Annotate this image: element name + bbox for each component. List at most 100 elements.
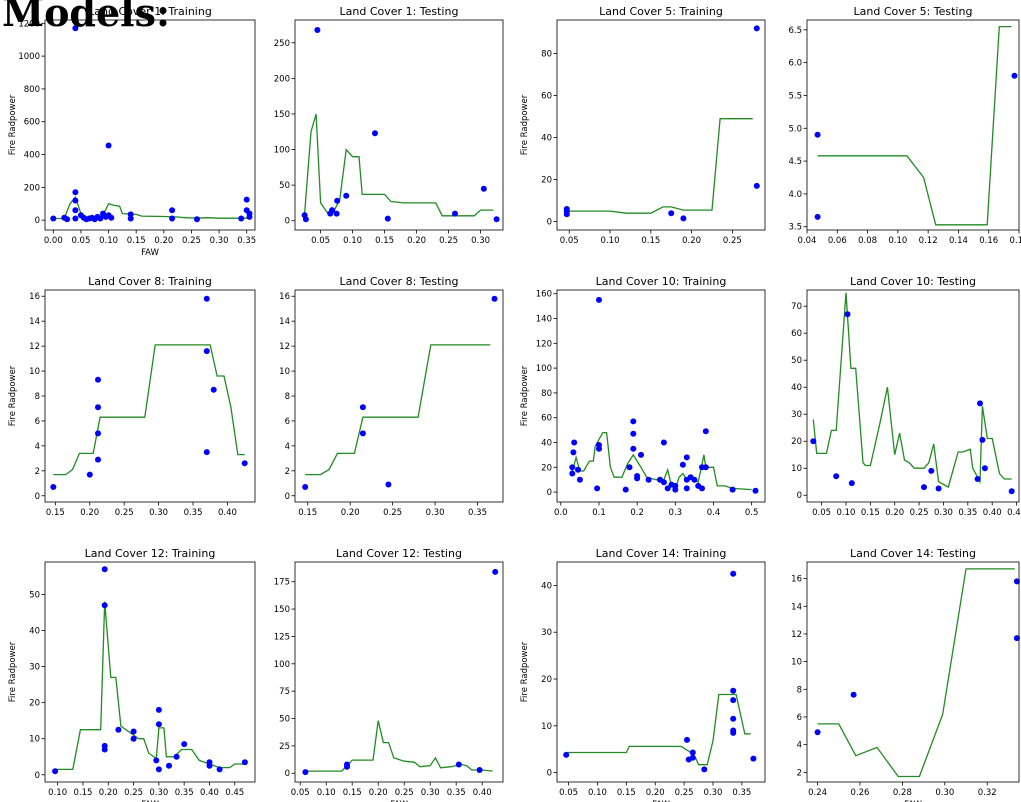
data-point (343, 192, 350, 199)
y-tick-label: 6.0 (788, 59, 802, 69)
x-tick-label: 0.20 (885, 508, 904, 518)
data-point (634, 475, 641, 482)
chart-panel-3: Land Cover 5: Training 0.05 0.10 0.15 0.20 0.… (520, 5, 766, 246)
y-tick-label: 100 (274, 146, 290, 156)
data-point (570, 449, 577, 456)
y-tick-label: 5.5 (788, 91, 802, 101)
y-tick-label: 0 (35, 216, 40, 226)
x-tick-label: 0.30 (935, 788, 954, 798)
data-point (452, 210, 458, 217)
y-tick-label: 25 (279, 742, 290, 752)
data-point (95, 376, 101, 383)
plot-frame (294, 289, 504, 503)
x-tick-label: 0.20 (407, 236, 426, 246)
data-point (752, 487, 759, 494)
data-point (814, 131, 821, 138)
y-axis-label: Fire Radpower (8, 641, 18, 702)
plot-frame (294, 19, 504, 231)
data-point (246, 213, 253, 220)
data-point (730, 687, 737, 694)
x-tick-label: 0.10 (48, 788, 67, 798)
data-point (127, 215, 134, 222)
x-tick-label: 0.24 (808, 788, 827, 798)
data-point (753, 25, 760, 32)
x-tick-label: 0.14 (949, 236, 968, 246)
y-tick-label: 30 (791, 410, 802, 420)
x-tick-label: 0.15 (641, 236, 660, 246)
x-tick-label: 0.25 (383, 508, 402, 518)
data-point (979, 436, 986, 443)
data-point (372, 130, 378, 137)
y-tick-label: 40 (791, 383, 802, 393)
x-tick-label: 0.30 (421, 788, 440, 798)
data-point (173, 753, 180, 760)
x-tick-label: 0.05 (71, 236, 90, 246)
chart-title: Land Cover 8: Testing (340, 275, 459, 288)
y-tick-label: 10 (279, 367, 290, 377)
y-tick-label: 6 (797, 713, 802, 723)
chart-panel-11: Land Cover 14: Training 0.05 0.10 0.15 0.20 0… (520, 547, 766, 802)
plot-frame (44, 19, 256, 231)
y-tick-label: 250 (274, 39, 290, 49)
data-point (638, 451, 644, 458)
x-tick-label: 0.15 (127, 236, 146, 246)
data-point (691, 476, 698, 483)
y-tick-label: 0 (547, 769, 552, 779)
data-point (569, 470, 576, 477)
data-point (1013, 578, 1020, 585)
x-tick-label: 0.20 (80, 508, 99, 518)
y-tick-label: 0 (547, 488, 552, 498)
y-tick-label: 160 (536, 290, 552, 300)
y-tick-label: 16 (791, 575, 802, 585)
data-point (238, 215, 245, 222)
y-tick-label: 140 (536, 315, 552, 325)
x-tick-label: 0.30 (210, 236, 229, 246)
chart-title: Land Cover 1: Testing (340, 5, 459, 18)
data-point (563, 206, 570, 212)
y-tick-label: 2 (797, 768, 802, 778)
data-point (476, 767, 483, 773)
data-point (203, 295, 210, 302)
series-line (817, 25, 1012, 226)
plot-frame (294, 561, 504, 783)
x-tick-label: 0.05 (559, 788, 578, 798)
y-tick-label: 4 (285, 442, 290, 452)
x-tick-label: 0.25 (910, 508, 929, 518)
x-tick-label: 0.20 (99, 788, 118, 798)
data-point (660, 479, 667, 486)
x-tick-label: 0.5 (745, 508, 759, 518)
data-point (203, 449, 210, 456)
data-point (206, 762, 213, 769)
data-point (630, 418, 637, 425)
data-point (730, 715, 737, 722)
x-tick-label: 0.20 (369, 788, 388, 798)
data-point (101, 746, 108, 753)
y-tick-label: 60 (541, 92, 552, 102)
x-tick-label: 0.10 (837, 508, 856, 518)
data-point (626, 464, 633, 471)
chart-title: Land Cover 10: Training (596, 275, 727, 288)
y-tick-label: 10 (29, 735, 40, 745)
y-tick-label: 0 (285, 492, 290, 502)
x-tick-label: 0.16 (979, 236, 998, 246)
chart-panel-7: Land Cover 10: Training 0.0 0.1 0.2 0.3 0.4 0.… (520, 275, 766, 518)
chart-panel-10: Land Cover 12: Testing 0.05 0.10 0.15 0.20 0.… (274, 547, 504, 802)
y-axis-label: Fire Radpower (8, 94, 18, 155)
x-tick-label: 0.15 (73, 788, 92, 798)
data-point (689, 749, 696, 756)
data-point (1008, 488, 1015, 495)
x-tick-label: 0.25 (182, 236, 201, 246)
chart-panel-12: Land Cover 14: Testing 0.24 0.26 0.28 0.30 0.… (791, 547, 1020, 802)
data-point (729, 486, 736, 493)
y-axis-label: Fire Radpower (8, 365, 18, 426)
chart-panel-5: Land Cover 8: Training 0.15 0.20 0.25 0.30 0.… (8, 275, 256, 518)
x-tick-label: 0.15 (861, 508, 880, 518)
data-point (660, 439, 667, 446)
y-tick-label: 20 (791, 437, 802, 447)
x-tick-label: 0.06 (828, 236, 847, 246)
y-tick-label: 14 (29, 317, 40, 327)
data-point (935, 485, 942, 492)
data-point (563, 751, 570, 758)
data-point (169, 207, 176, 214)
data-point (359, 430, 366, 437)
